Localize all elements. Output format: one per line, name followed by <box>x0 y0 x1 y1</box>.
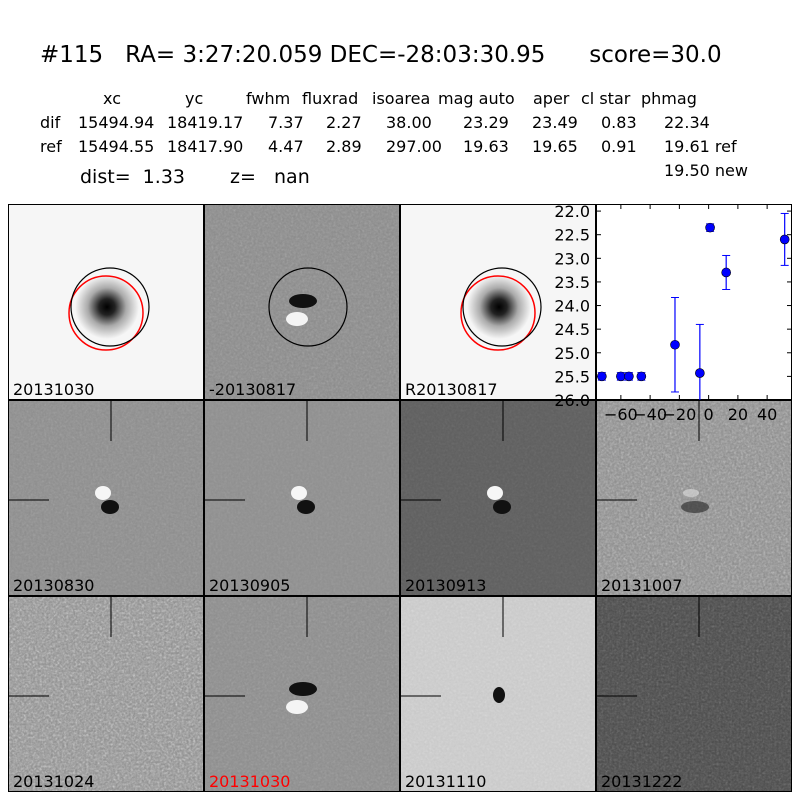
table-cell: 2.27 <box>326 113 362 132</box>
row-label: ref <box>40 137 62 156</box>
phmag-new: 19.50 new <box>664 161 748 180</box>
stamp-date-label: 20131024 <box>13 772 95 791</box>
stamp-date-label: -20130817 <box>209 380 297 399</box>
stamp-date-label: 20131222 <box>601 772 683 791</box>
table-cell: 22.34 <box>664 113 710 132</box>
column-header: mag auto <box>438 89 515 108</box>
table-cell: 0.91 <box>601 137 637 156</box>
stamp-image <box>205 205 399 399</box>
column-header: yc <box>185 89 204 108</box>
data-point <box>624 371 634 382</box>
table-cell: 7.37 <box>268 113 304 132</box>
table-cell: 38.00 <box>386 113 432 132</box>
table-cell: 297.00 <box>386 137 442 156</box>
image-stamp[interactable]: 20131030 <box>204 596 400 792</box>
image-stamp[interactable]: 20131007 <box>596 400 792 596</box>
data-point <box>670 339 680 350</box>
stamp-date-label: 20130905 <box>209 576 291 595</box>
plot-frame <box>596 204 792 400</box>
column-header: fluxrad <box>302 89 359 108</box>
stamp-image <box>9 597 203 791</box>
stamp-date-label: 20130913 <box>405 576 487 595</box>
data-point <box>636 371 647 382</box>
data-point <box>616 371 626 382</box>
stamp-image <box>205 401 399 595</box>
light-curve-chart <box>596 204 792 400</box>
image-stamp[interactable]: 20130830 <box>8 400 204 596</box>
column-header: cl star <box>581 89 631 108</box>
column-header: isoarea <box>372 89 431 108</box>
image-stamp[interactable]: 20131030 <box>8 204 204 400</box>
stamp-image <box>597 401 791 595</box>
image-stamp[interactable]: 20131024 <box>8 596 204 792</box>
stamp-date-label: R20130817 <box>405 380 498 399</box>
table-cell: 18417.90 <box>167 137 244 156</box>
image-stamp[interactable]: 20131110 <box>400 596 596 792</box>
data-point <box>705 222 715 233</box>
stamp-image <box>9 401 203 595</box>
table-cell: 15494.94 <box>78 113 155 132</box>
column-header: aper <box>533 89 570 108</box>
image-stamp[interactable]: 20130913 <box>400 400 596 596</box>
table-cell: 4.47 <box>268 137 304 156</box>
image-stamp[interactable]: R20130817 <box>400 204 596 400</box>
column-header: xc <box>103 89 121 108</box>
stamp-image <box>205 597 399 791</box>
table-cell: 15494.55 <box>78 137 155 156</box>
stamp-image <box>401 205 595 399</box>
stamp-date-label: 20130830 <box>13 576 95 595</box>
data-point <box>695 368 705 378</box>
stamp-date-label: 20131110 <box>405 772 487 791</box>
table-cell: 19.65 <box>532 137 578 156</box>
image-stamp[interactable]: -20130817 <box>204 204 400 400</box>
image-stamp[interactable]: 20131222 <box>596 596 792 792</box>
stamp-image <box>401 401 595 595</box>
table-cell: 19.61 ref <box>664 137 737 156</box>
data-point <box>597 371 607 382</box>
stamp-image <box>9 205 203 399</box>
stamp-image <box>597 597 791 791</box>
figure-title: #115 RA= 3:27:20.059 DEC=-28:03:30.95 sc… <box>40 42 722 68</box>
table-cell: 18419.17 <box>167 113 244 132</box>
table-cell: 0.83 <box>601 113 637 132</box>
image-stamp[interactable]: 20130905 <box>204 400 400 596</box>
table-cell: 23.49 <box>532 113 578 132</box>
data-point <box>779 234 790 245</box>
column-header: phmag <box>641 89 697 108</box>
column-header: fwhm <box>246 89 291 108</box>
stamp-date-label: 20131007 <box>601 576 683 595</box>
table-cell: 19.63 <box>463 137 509 156</box>
stamp-image <box>401 597 595 791</box>
table-cell: 2.89 <box>326 137 362 156</box>
z-text: z= nan <box>230 166 310 188</box>
stamp-date-label: 20131030 <box>209 772 291 791</box>
table-cell: 23.29 <box>463 113 509 132</box>
row-label: dif <box>40 113 61 132</box>
dist-text: dist= 1.33 <box>80 166 185 188</box>
data-point <box>721 267 731 278</box>
stamp-date-label: 20131030 <box>13 380 95 399</box>
